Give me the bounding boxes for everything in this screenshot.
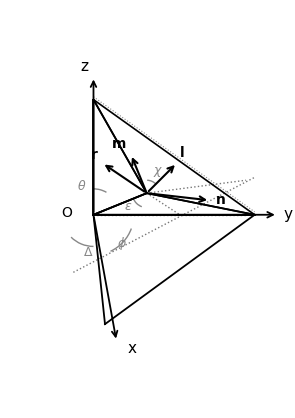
Text: $\phi$: $\phi$ [117, 235, 127, 252]
Text: $\varepsilon$: $\varepsilon$ [124, 200, 132, 213]
Text: n: n [216, 194, 226, 207]
Text: z: z [81, 59, 89, 74]
Text: $\Delta$: $\Delta$ [83, 246, 93, 259]
Text: m: m [112, 138, 127, 151]
Text: $\chi$: $\chi$ [153, 165, 163, 178]
Text: $\theta$: $\theta$ [77, 179, 87, 193]
Text: l: l [180, 146, 184, 160]
Text: r: r [91, 148, 98, 161]
Text: x: x [128, 342, 137, 357]
Text: y: y [283, 207, 292, 222]
Text: O: O [61, 206, 72, 220]
